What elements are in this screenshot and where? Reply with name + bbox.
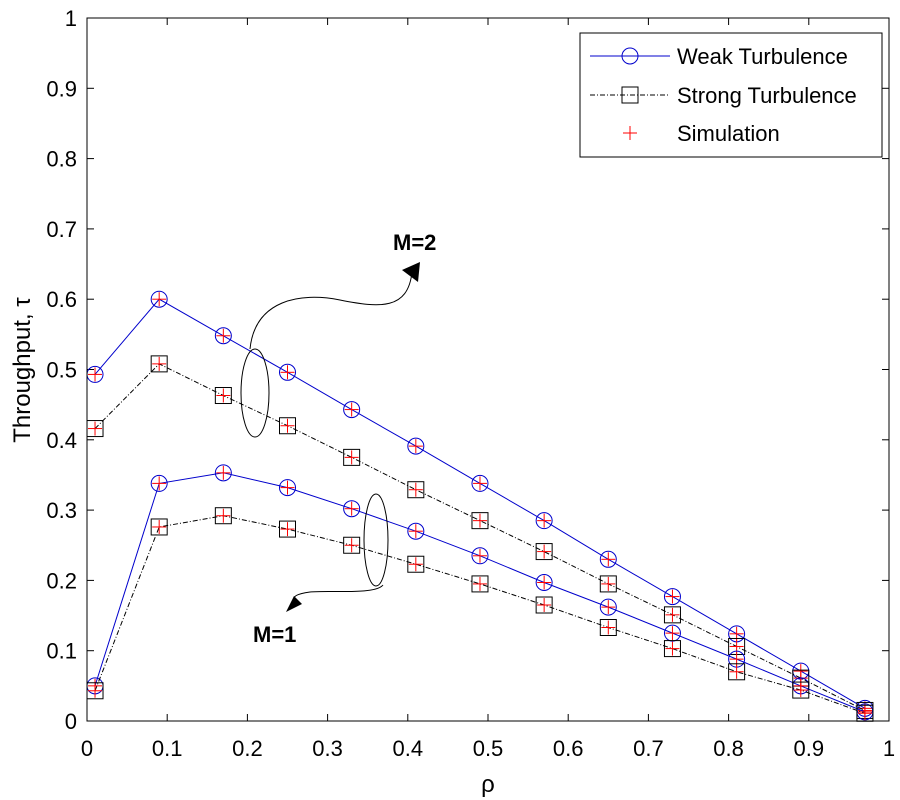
y-tick-label: 0.2 (46, 568, 77, 593)
data-point-circle (214, 464, 232, 482)
data-point-circle (150, 474, 168, 492)
data-point-circle (535, 512, 553, 530)
annotation-m1: M=1 (253, 493, 389, 647)
legend-item-strong: Strong Turbulence (590, 83, 857, 108)
data-point-circle (535, 574, 553, 592)
data-point-square (599, 619, 617, 637)
data-point-square (407, 555, 425, 573)
axis-ticks: 0 0.1 0.2 0.3 0.4 0.5 0.6 0.7 0.8 0.9 1 0 0.1 0.2 0.3 0… (46, 6, 895, 761)
data-point-square (343, 448, 361, 466)
m2-label: M=2 (393, 230, 436, 255)
legend: Weak Turbulence Strong Turbulence Simula… (579, 32, 883, 158)
data-point-circle (279, 479, 296, 497)
m1-group-ellipse (363, 493, 389, 587)
x-tick-label: 0.8 (713, 736, 744, 761)
series-M1-strong (86, 507, 874, 722)
data-point-circle (407, 522, 425, 540)
legend-weak-marker (621, 47, 639, 65)
data-point-circle (407, 437, 425, 455)
data-point-square (279, 417, 296, 435)
data-point-square (214, 507, 232, 525)
x-tick-label: 0.2 (232, 736, 263, 761)
y-tick-label: 0.3 (46, 498, 77, 523)
data-point-square (407, 481, 425, 499)
y-axis-label: Throughput, τ (9, 297, 36, 443)
data-point-circle (599, 598, 617, 616)
y-tick-label: 0.8 (46, 147, 77, 172)
x-tick-label: 0 (81, 736, 93, 761)
data-point-square (471, 512, 489, 530)
legend-strong-label: Strong Turbulence (677, 83, 857, 108)
y-tick-label: 0.4 (46, 428, 77, 453)
m1-arrow-head (286, 596, 302, 612)
data-point-square (471, 575, 489, 593)
data-point-circle (150, 290, 168, 308)
m2-group-ellipse (240, 348, 270, 438)
y-tick-label: 0.7 (46, 217, 77, 242)
m2-arrow-head (402, 262, 420, 282)
y-tick-label: 0.9 (46, 76, 77, 101)
data-point-circle (214, 327, 232, 345)
legend-strong-marker (621, 86, 639, 104)
legend-weak-label: Weak Turbulence (677, 44, 848, 69)
y-tick-label: 0 (65, 709, 77, 734)
data-point-square (728, 663, 746, 681)
x-tick-label: 0.7 (633, 736, 664, 761)
x-tick-label: 0.3 (312, 736, 343, 761)
x-tick-label: 0.9 (794, 736, 825, 761)
data-point-circle (471, 474, 489, 492)
data-point-square (150, 355, 168, 373)
x-tick-label: 1 (883, 736, 895, 761)
legend-item-weak: Weak Turbulence (590, 44, 848, 69)
data-point-square (150, 518, 168, 536)
data-point-circle (343, 500, 361, 518)
series-layer (86, 290, 874, 722)
data-point-circle (663, 588, 681, 606)
data-point-square (214, 387, 232, 405)
plot-frame (86, 17, 890, 722)
data-point-circle (599, 550, 617, 568)
data-point-square (279, 520, 296, 538)
data-point-square (599, 575, 617, 593)
data-point-square (792, 681, 810, 699)
y-tick-label: 0.1 (46, 639, 77, 664)
annotation-m2: M=2 (240, 230, 436, 438)
y-tick-label: 0.6 (46, 287, 77, 312)
data-point-square (343, 536, 361, 554)
legend-sim-label: Simulation (677, 121, 780, 146)
x-tick-label: 0.6 (553, 736, 584, 761)
data-point-square (535, 596, 553, 614)
legend-item-simulation: Simulation (623, 121, 780, 146)
x-tick-label: 0.5 (473, 736, 504, 761)
data-point-square (663, 606, 681, 624)
m1-label: M=1 (253, 622, 296, 647)
series-M2-strong (86, 355, 874, 719)
data-point-circle (663, 624, 681, 642)
y-tick-label: 0.5 (46, 358, 77, 383)
x-tick-label: 0.1 (152, 736, 183, 761)
x-axis-label: ρ (481, 771, 495, 798)
data-point-circle (343, 401, 361, 419)
y-tick-label: 1 (65, 6, 77, 31)
data-point-square (535, 543, 553, 561)
m2-leader-curve (249, 271, 413, 350)
data-point-circle (471, 547, 489, 565)
x-tick-label: 0.4 (393, 736, 424, 761)
data-point-square (663, 640, 681, 658)
data-point-circle (279, 363, 296, 381)
